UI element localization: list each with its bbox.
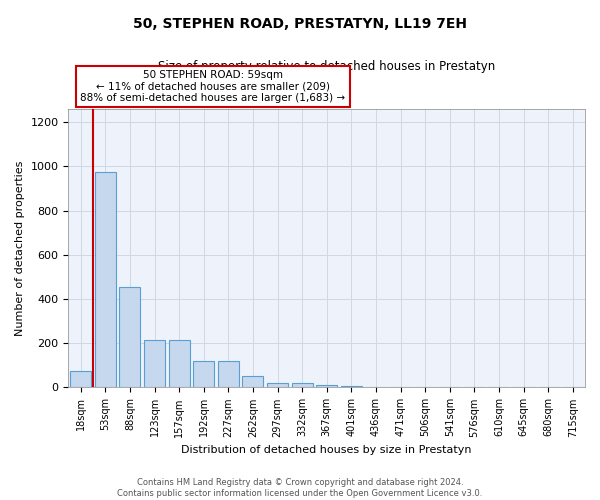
- Bar: [193, 361, 214, 388]
- Bar: [292, 383, 313, 388]
- Title: Size of property relative to detached houses in Prestatyn: Size of property relative to detached ho…: [158, 60, 496, 73]
- Bar: [119, 287, 140, 388]
- Bar: [144, 340, 165, 388]
- X-axis label: Distribution of detached houses by size in Prestatyn: Distribution of detached houses by size …: [181, 445, 472, 455]
- Text: 50, STEPHEN ROAD, PRESTATYN, LL19 7EH: 50, STEPHEN ROAD, PRESTATYN, LL19 7EH: [133, 18, 467, 32]
- Bar: [242, 376, 263, 388]
- Y-axis label: Number of detached properties: Number of detached properties: [15, 160, 25, 336]
- Bar: [267, 383, 288, 388]
- Bar: [70, 371, 91, 388]
- Bar: [365, 387, 386, 388]
- Bar: [169, 340, 190, 388]
- Bar: [218, 361, 239, 388]
- Text: 50 STEPHEN ROAD: 59sqm
← 11% of detached houses are smaller (209)
88% of semi-de: 50 STEPHEN ROAD: 59sqm ← 11% of detached…: [80, 70, 346, 103]
- Bar: [316, 385, 337, 388]
- Bar: [95, 172, 116, 388]
- Text: Contains HM Land Registry data © Crown copyright and database right 2024.
Contai: Contains HM Land Registry data © Crown c…: [118, 478, 482, 498]
- Bar: [341, 386, 362, 388]
